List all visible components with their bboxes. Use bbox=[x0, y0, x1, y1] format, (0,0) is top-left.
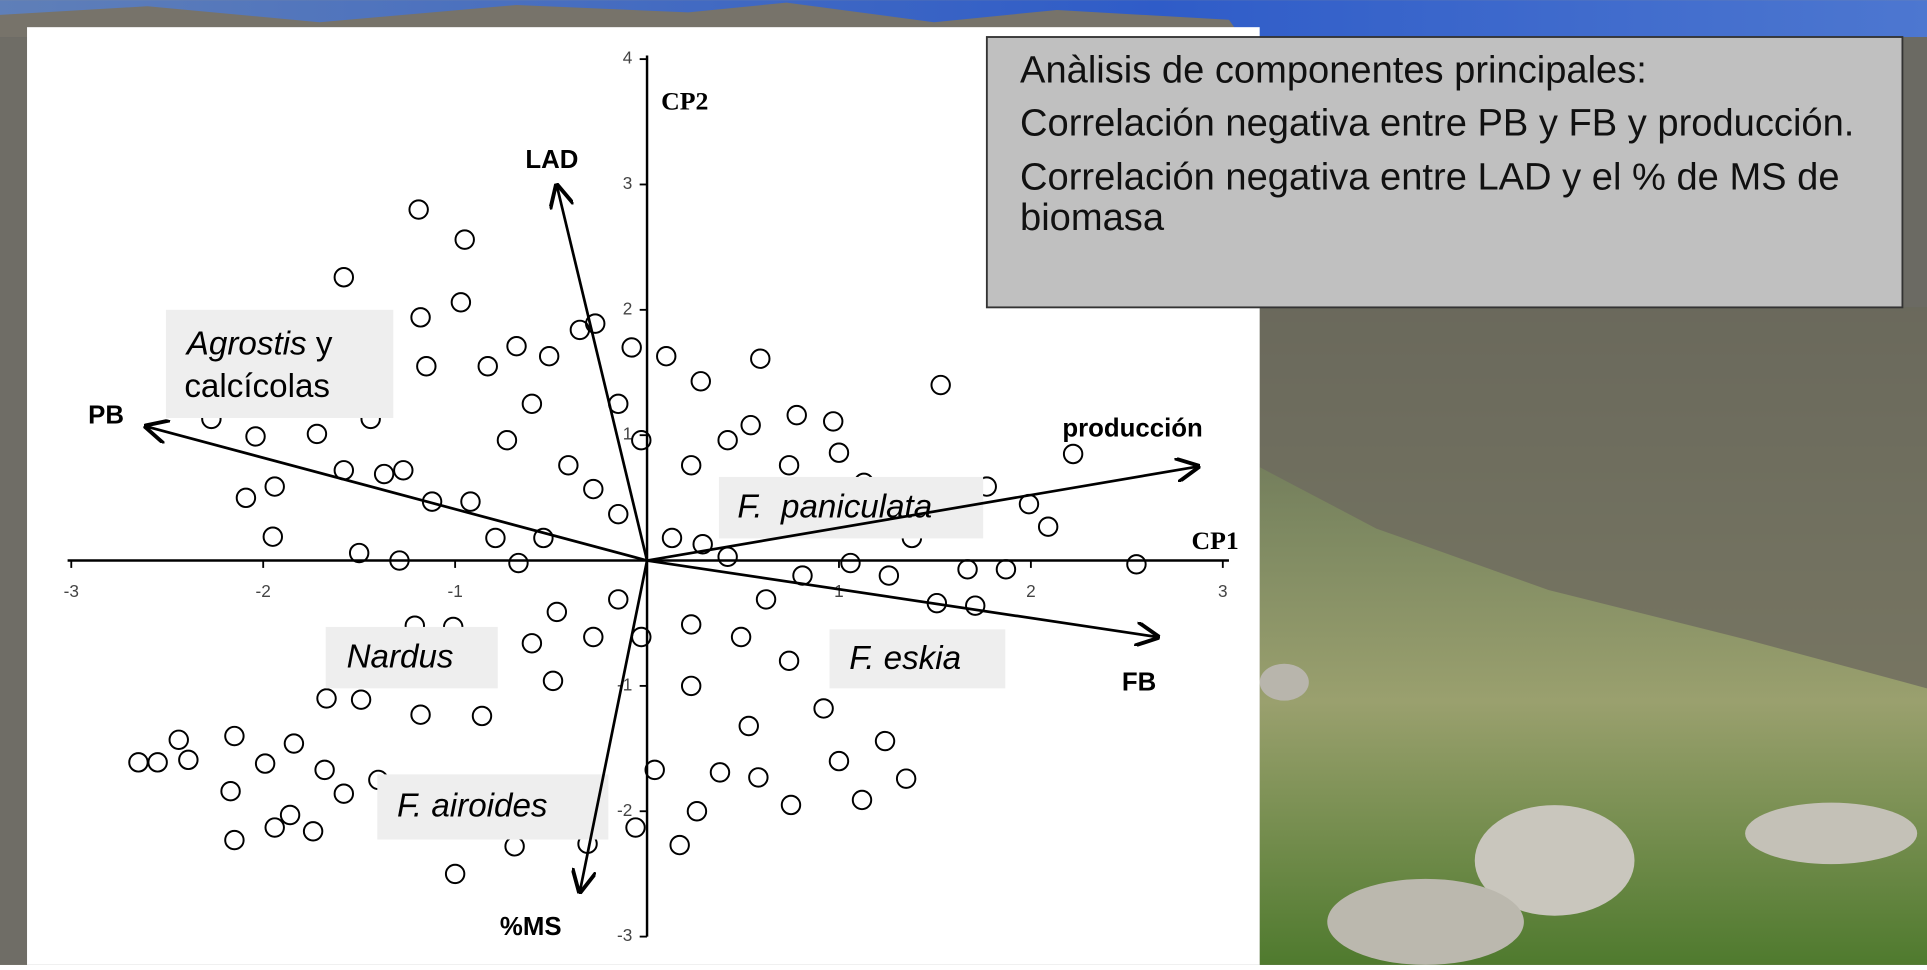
loading-label: PB bbox=[88, 401, 124, 429]
group-label: F. airoides bbox=[397, 787, 548, 824]
loading-label: FB bbox=[1122, 669, 1156, 697]
note-line: Correlación negativa entre LAD y el % de… bbox=[1020, 156, 1893, 238]
x-axis-label: CP1 bbox=[1191, 526, 1238, 555]
group-label: calcícolas bbox=[184, 368, 330, 405]
group-label-part: y bbox=[316, 325, 333, 362]
page: {"chart_data": {"type": "scatter", "x_la… bbox=[0, 0, 1927, 965]
x-tick-label: 3 bbox=[1218, 581, 1228, 601]
group-label-part: Agrostis bbox=[185, 325, 307, 362]
group-label: Agrostis y bbox=[185, 325, 333, 362]
y-tick-label: 2 bbox=[623, 298, 633, 318]
y-tick-label: 3 bbox=[623, 173, 633, 193]
y-axis-label: CP2 bbox=[661, 86, 708, 115]
boulder bbox=[1260, 664, 1309, 701]
boulder bbox=[1745, 803, 1917, 864]
slide: -3-2-1123-3-2-11234CP1CP2 Agrostis y cal… bbox=[0, 0, 1927, 965]
y-tick-label: 1 bbox=[623, 424, 633, 444]
y-tick-label: -2 bbox=[617, 800, 632, 820]
y-tick-label: -3 bbox=[617, 925, 632, 945]
x-tick-label: -3 bbox=[64, 581, 79, 601]
group-label: Nardus bbox=[347, 639, 454, 676]
left-rocks bbox=[0, 37, 27, 965]
group-label: F. eskia bbox=[849, 640, 961, 677]
group-label: F. paniculata bbox=[737, 489, 932, 526]
loading-label: producción bbox=[1062, 414, 1202, 442]
y-tick-label: 4 bbox=[623, 48, 633, 68]
loading-label: LAD bbox=[525, 146, 578, 174]
loading-label: %MS bbox=[500, 913, 562, 941]
x-tick-label: -1 bbox=[447, 581, 462, 601]
x-tick-label: 2 bbox=[1026, 581, 1036, 601]
note: Anàlisis de componentes principales: Cor… bbox=[1020, 49, 1893, 238]
x-tick-label: -2 bbox=[256, 581, 271, 601]
note-line: Anàlisis de componentes principales: bbox=[1020, 49, 1893, 90]
boulder bbox=[1327, 879, 1524, 965]
note-line: Correlación negativa entre PB y FB y pro… bbox=[1020, 103, 1893, 144]
note-container: Anàlisis de componentes principales: Cor… bbox=[1020, 49, 1893, 301]
